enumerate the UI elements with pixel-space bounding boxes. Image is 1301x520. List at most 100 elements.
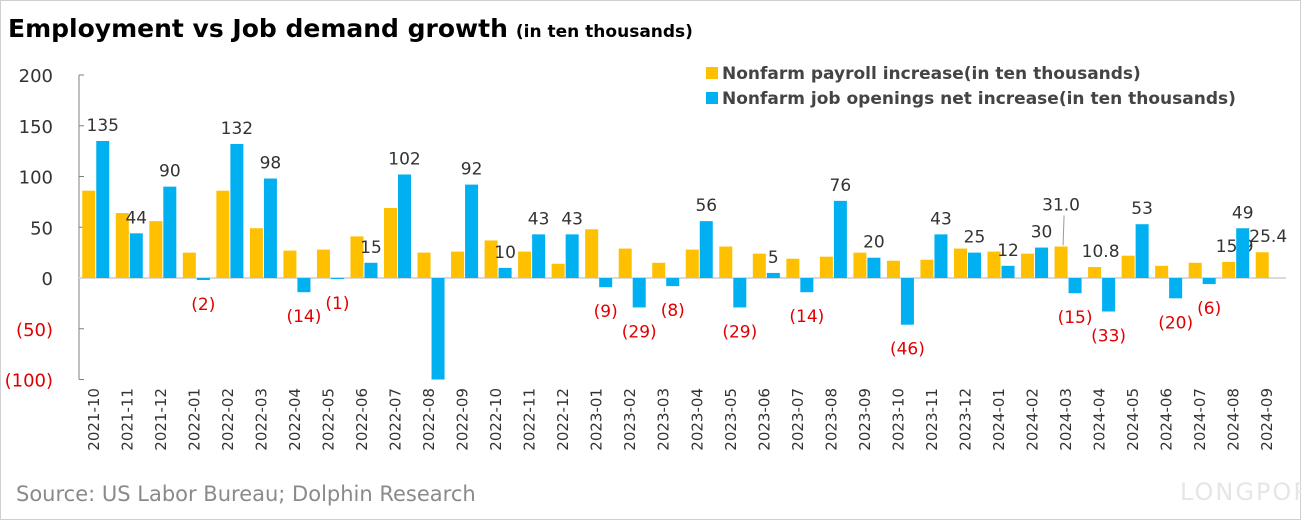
data-label: 30 bbox=[1031, 223, 1053, 243]
payroll-bar bbox=[182, 252, 196, 278]
data-label: (9) bbox=[594, 302, 618, 322]
title-text: Employment vs Job demand growth bbox=[8, 14, 508, 43]
openings-bar bbox=[934, 234, 948, 278]
payroll-bar bbox=[417, 252, 431, 278]
payroll-bar bbox=[249, 228, 263, 278]
openings-bar bbox=[599, 278, 613, 288]
data-label: 25 bbox=[964, 228, 986, 248]
payroll-bar bbox=[518, 251, 532, 278]
data-label: (14) bbox=[789, 307, 824, 327]
x-tick-label: 2022-03 bbox=[252, 388, 270, 451]
openings-bar bbox=[1068, 278, 1082, 294]
legend-swatch bbox=[706, 92, 718, 104]
watermark-logo: LONGPORT bbox=[1180, 478, 1301, 506]
data-label: (14) bbox=[286, 307, 321, 327]
openings-bar bbox=[733, 278, 747, 308]
y-tick-label: 100 bbox=[19, 168, 53, 189]
openings-bar bbox=[263, 178, 277, 278]
openings-bar bbox=[1102, 278, 1116, 312]
payroll-bar bbox=[149, 221, 163, 278]
x-tick-label: 2023-07 bbox=[789, 388, 807, 451]
x-tick-label: 2023-03 bbox=[655, 388, 673, 451]
data-label: 53 bbox=[1131, 199, 1153, 219]
x-tick-label: 2022-11 bbox=[521, 388, 539, 451]
payroll-bar bbox=[1021, 253, 1035, 278]
data-label: 44 bbox=[125, 208, 147, 228]
data-label: (29) bbox=[722, 322, 757, 342]
data-label: 135 bbox=[87, 116, 119, 136]
x-tick-label: 2024-02 bbox=[1024, 388, 1042, 451]
data-label: 102 bbox=[388, 149, 420, 169]
openings-bar bbox=[1035, 247, 1049, 278]
x-tick-label: 2022-08 bbox=[420, 388, 438, 451]
data-label: 43 bbox=[561, 209, 583, 229]
payroll-bar bbox=[1255, 252, 1269, 278]
payroll-bar bbox=[652, 262, 666, 278]
openings-bar bbox=[800, 278, 814, 293]
x-tick-label: 2021-11 bbox=[118, 388, 136, 451]
legend-swatch bbox=[706, 67, 718, 79]
openings-bar bbox=[1001, 265, 1015, 278]
openings-bar bbox=[163, 186, 177, 278]
x-tick-label: 2022-10 bbox=[487, 388, 505, 451]
payroll-bar bbox=[752, 253, 766, 278]
source-note: Source: US Labor Bureau; Dolphin Researc… bbox=[16, 482, 476, 506]
data-label: 132 bbox=[221, 119, 253, 139]
data-label: 90 bbox=[159, 162, 181, 182]
payroll-bar bbox=[1222, 261, 1236, 278]
x-tick-label: 2023-08 bbox=[822, 388, 840, 451]
payroll-bar bbox=[853, 252, 867, 278]
openings-bar bbox=[766, 272, 780, 278]
payroll-bar bbox=[1155, 265, 1169, 278]
data-label: 56 bbox=[695, 196, 717, 216]
data-label: 5 bbox=[768, 248, 779, 268]
payroll-bar bbox=[115, 213, 129, 278]
x-tick-label: 2022-07 bbox=[387, 388, 405, 451]
openings-bar bbox=[465, 184, 479, 278]
x-tick-label: 2023-06 bbox=[755, 388, 773, 451]
payroll-bar bbox=[786, 258, 800, 278]
payroll-bar bbox=[953, 248, 967, 278]
openings-bar bbox=[1169, 278, 1183, 299]
x-tick-label: 2021-12 bbox=[152, 388, 170, 451]
data-label: 20 bbox=[863, 233, 885, 253]
payroll-bar bbox=[819, 256, 833, 278]
openings-bar bbox=[1236, 228, 1250, 278]
data-label: 10 bbox=[494, 243, 516, 263]
openings-bar bbox=[1135, 224, 1149, 278]
data-label: (15) bbox=[1058, 308, 1093, 328]
data-label: 10.8 bbox=[1082, 242, 1120, 262]
y-tick-label: 50 bbox=[30, 218, 53, 239]
openings-bar bbox=[129, 233, 143, 278]
payroll-bar bbox=[484, 240, 498, 278]
x-tick-label: 2023-10 bbox=[889, 388, 907, 451]
payroll-bar bbox=[384, 207, 398, 278]
chart-title: Employment vs Job demand growth (in ten t… bbox=[8, 14, 693, 43]
openings-bar bbox=[699, 221, 713, 278]
payroll-bar bbox=[451, 251, 465, 278]
payroll-bar bbox=[1088, 267, 1102, 278]
x-tick-label: 2022-09 bbox=[454, 388, 472, 451]
data-label: 98 bbox=[260, 154, 282, 174]
x-tick-label: 2024-08 bbox=[1225, 388, 1243, 451]
x-tick-label: 2021-10 bbox=[85, 388, 103, 451]
payroll-bar bbox=[685, 249, 699, 278]
x-tick-label: 2024-03 bbox=[1057, 388, 1075, 451]
data-label: (2) bbox=[191, 295, 215, 315]
x-tick-label: 2022-06 bbox=[353, 388, 371, 451]
openings-bar bbox=[498, 267, 512, 278]
openings-bar bbox=[431, 278, 445, 380]
openings-bar bbox=[867, 257, 881, 278]
x-tick-label: 2023-02 bbox=[621, 388, 639, 451]
openings-bar bbox=[666, 278, 680, 287]
x-tick-label: 2024-07 bbox=[1191, 388, 1209, 451]
data-label: 15 bbox=[360, 238, 382, 258]
x-tick-label: 2024-09 bbox=[1258, 388, 1276, 451]
x-tick-label: 2023-11 bbox=[923, 388, 941, 451]
data-label: 92 bbox=[461, 160, 483, 180]
openings-bar bbox=[532, 234, 546, 278]
payroll-bar bbox=[1121, 255, 1135, 278]
data-label: 25.4 bbox=[1249, 227, 1287, 247]
x-tick-label: 2022-04 bbox=[286, 388, 304, 451]
